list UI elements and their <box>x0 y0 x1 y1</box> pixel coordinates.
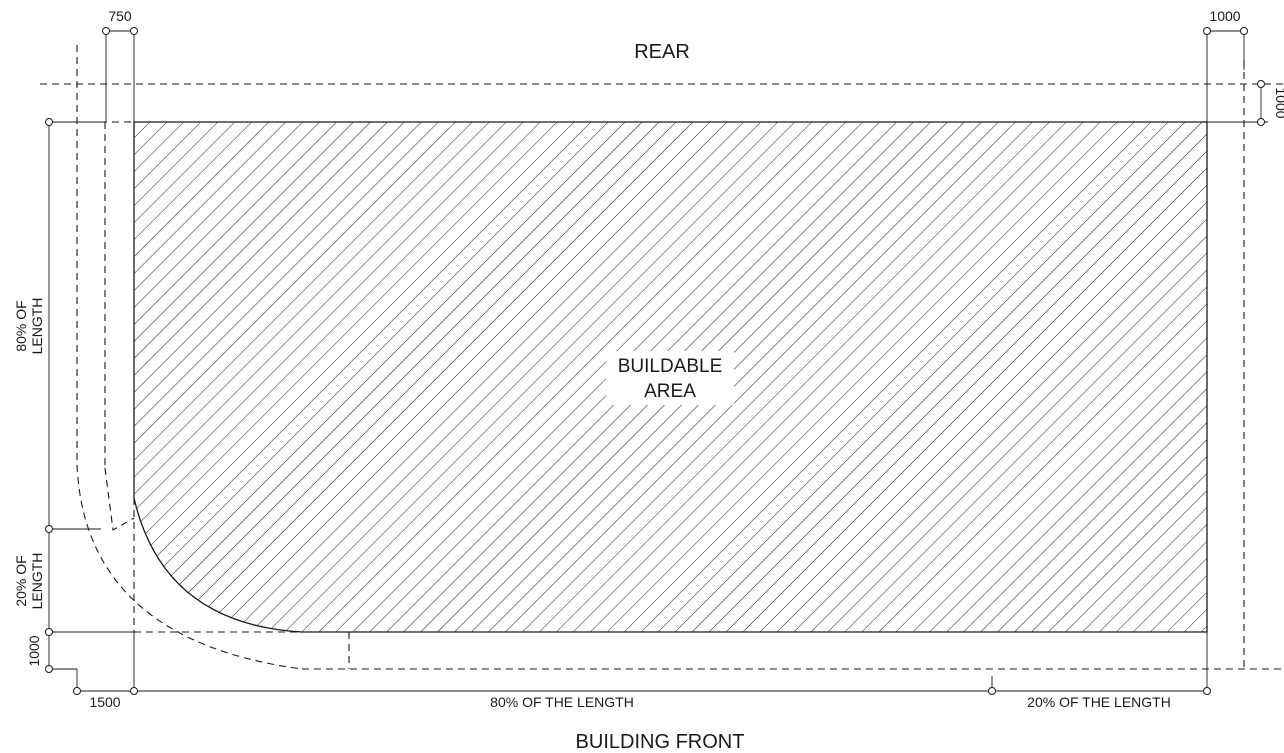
dim-right-1000-node-bottom <box>1257 118 1265 126</box>
dim-top-1000-node-left <box>1203 27 1211 35</box>
dim-left-1000-label: 1000 <box>26 635 42 666</box>
dim-bottom-1500-label: 1500 <box>89 694 120 710</box>
dim-left-80-label-line2: LENGTH <box>29 298 45 355</box>
dim-bottom-20-label: 20% OF THE LENGTH <box>1027 694 1171 710</box>
rear-label: REAR <box>634 41 690 63</box>
dim-top-1000-node-right <box>1240 27 1248 35</box>
dim-left-node-lower <box>45 628 53 636</box>
dim-left-20-label-line2: LENGTH <box>29 553 45 610</box>
dim-left-80-label: 80% OF LENGTH <box>13 298 45 355</box>
dim-bottom-node-mid <box>988 687 996 695</box>
buildable-area-label-line2: AREA <box>644 381 696 402</box>
dim-left-20-label-line1: 20% OF <box>13 555 29 606</box>
dim-750-node-right <box>130 27 138 35</box>
dim-bottom-node-far-left <box>73 687 81 695</box>
dim-right-1000-label: 1000 <box>1273 87 1284 118</box>
dim-bottom-node-right <box>1203 687 1211 695</box>
dim-750-label: 750 <box>108 8 132 24</box>
dim-left-20-label: 20% OF LENGTH <box>13 553 45 610</box>
dim-left-node-bottom <box>45 665 53 673</box>
dim-left-80-label-line1: 80% OF <box>13 300 29 351</box>
dim-bottom-80-label: 80% OF THE LENGTH <box>490 694 634 710</box>
building-front-label: BUILDING FRONT <box>576 731 745 753</box>
left-setback-corner-return <box>104 467 135 531</box>
dim-bottom-node-left <box>130 687 138 695</box>
dim-right-1000-node-top <box>1257 80 1265 88</box>
buildable-area-label-bg <box>606 351 734 405</box>
dim-750-node-left <box>102 27 110 35</box>
dim-top-1000-label: 1000 <box>1209 8 1240 24</box>
dim-left-node-mid <box>45 525 53 533</box>
buildable-area-label-line1: BUILDABLE <box>618 356 723 377</box>
left-corner-boundary-curve <box>76 45 303 670</box>
dim-left-node-top <box>45 118 53 126</box>
